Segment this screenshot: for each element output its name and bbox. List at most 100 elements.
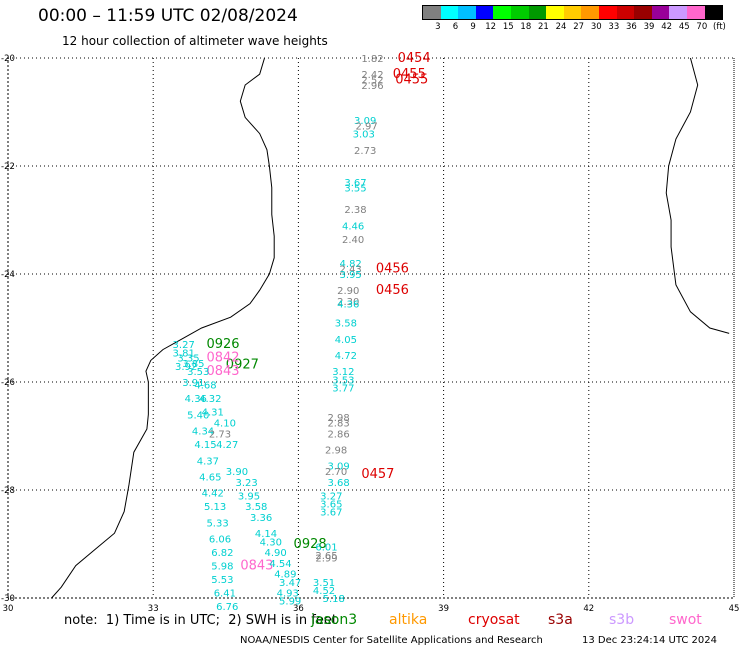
- swh-value: 2.43: [340, 265, 362, 276]
- swh-value: 4.54: [269, 559, 291, 570]
- swh-value: 4.65: [199, 473, 221, 484]
- swh-value: 5.40: [187, 410, 209, 421]
- color-scale-cell: [686, 6, 705, 19]
- y-tick-label: -26: [1, 378, 15, 388]
- swh-value: 4.52: [313, 586, 335, 597]
- pass-label: 0843: [206, 364, 239, 379]
- pass-label: 0927: [226, 358, 259, 373]
- pass-label: 0456: [376, 283, 409, 298]
- color-scale-label: 21: [538, 22, 549, 32]
- swh-value: 3.36: [250, 513, 272, 524]
- swh-value: 3.68: [327, 478, 349, 489]
- y-tick-label: -22: [1, 162, 15, 172]
- swh-value: 5.13: [204, 502, 226, 513]
- color-scale-label: 45: [678, 22, 690, 32]
- swh-value: 2.83: [327, 419, 349, 430]
- swh-value: 4.90: [265, 548, 287, 559]
- swh-value: 2.98: [327, 413, 349, 424]
- swh-value: 3.85: [182, 359, 204, 370]
- swh-value: 4.30: [260, 537, 282, 548]
- swh-value: 3.77: [332, 383, 354, 394]
- color-scale-label: 27: [573, 22, 585, 32]
- swh-value: 2.40: [342, 235, 364, 246]
- swh-value: 6.01: [315, 543, 337, 554]
- swh-value: 2.97: [356, 122, 378, 133]
- credit-text: NOAA/NESDIS Center for Satellite Applica…: [240, 635, 543, 646]
- swh-value: 3.91: [182, 378, 204, 389]
- swh-value: 4.42: [202, 489, 224, 500]
- swh-value: 4.68: [194, 381, 216, 392]
- swh-value: 6.82: [211, 548, 233, 559]
- page-title: 00:00 – 11:59 UTC 02/08/2024: [38, 6, 298, 26]
- color-scale-cell: [546, 6, 564, 19]
- map-grid: [7, 57, 735, 599]
- color-scale-label: 42: [661, 22, 673, 32]
- swh-value: 2.98: [325, 446, 347, 457]
- swh-value: 3.09: [354, 116, 376, 127]
- swh-value: 1.82: [361, 54, 383, 65]
- swh-value: 4.27: [216, 440, 238, 451]
- pass-label: 0454: [398, 51, 431, 66]
- color-scale-cell: [704, 6, 723, 19]
- swh-value: 5.53: [211, 575, 233, 586]
- swh-value: 3.35: [177, 354, 199, 365]
- pass-label: 0455: [393, 67, 426, 82]
- x-tick-label: 30: [3, 604, 14, 614]
- color-scale-cell: [669, 6, 687, 19]
- swh-value: 3.95: [238, 491, 260, 502]
- x-tick-label: 36: [293, 604, 304, 614]
- footer-note: note: 1) Time is in UTC; 2) SWH is in fe…: [64, 613, 337, 628]
- swh-value: 3.58: [335, 319, 357, 330]
- swh-value: 4.37: [197, 456, 219, 467]
- color-scale-label: 15: [502, 22, 514, 32]
- swh-value: 4.32: [199, 394, 221, 405]
- mozambique-coastline: [51, 57, 275, 599]
- swh-value: 3.03: [353, 130, 375, 141]
- swh-value: 2.30: [337, 297, 359, 308]
- swh-value: 6.06: [209, 535, 231, 546]
- color-scale-label: (ft): [713, 22, 726, 32]
- pass-label: 0456: [376, 262, 409, 277]
- swh-value: 3.95: [340, 270, 362, 281]
- madagascar-coastline: [665, 57, 730, 334]
- color-scale-cell: [528, 6, 547, 19]
- legend-item-altika: altika: [389, 612, 428, 628]
- color-scale-cell: [423, 6, 441, 19]
- y-tick-label: -20: [1, 54, 15, 64]
- legend-item-jason3: jason3: [311, 612, 358, 628]
- swh-value: 2.65: [315, 551, 337, 562]
- swh-value: 3.53: [187, 367, 209, 378]
- swh-value: 4.34: [192, 427, 214, 438]
- legend-item-swot: swot: [669, 612, 702, 628]
- swh-value: 2.90: [337, 286, 359, 297]
- legend-item-cryosat: cryosat: [468, 612, 520, 628]
- color-scale-label: 30: [590, 22, 602, 32]
- axis-ticks: 30 33 36 39 42 45 -20 -22 -24 -26 -28 -30: [1, 54, 739, 614]
- swh-value: 2.70: [325, 467, 347, 478]
- swh-value: 3.53: [332, 375, 354, 386]
- color-scale-label: 12: [485, 22, 497, 32]
- swh-value: 5.99: [279, 597, 301, 608]
- swh-value: 2.99: [315, 554, 337, 565]
- swh-value: 3.51: [313, 578, 335, 589]
- color-scale-label: 24: [555, 22, 567, 32]
- swh-value: 3.27: [173, 340, 195, 351]
- color-scale-cell: [616, 6, 635, 19]
- y-tick-label: -28: [1, 486, 15, 496]
- color-scale-label: 36: [626, 22, 637, 32]
- swh-value: 3.65: [320, 500, 342, 511]
- swh-value: 4.15: [194, 440, 216, 451]
- y-tick-label: -30: [1, 594, 15, 604]
- swh-value: 3.92: [175, 362, 197, 373]
- swh-value: 4.82: [340, 259, 362, 270]
- color-scale-cell: [563, 6, 582, 19]
- color-scale-label: 6: [452, 22, 459, 32]
- swh-labels: 0926092709280454045504550456045604570842…: [173, 51, 431, 613]
- color-scale-label: 3: [435, 22, 441, 32]
- color-scale-cell: [440, 6, 459, 19]
- swh-value: 3.67: [320, 508, 342, 519]
- color-scale-label: 39: [643, 22, 655, 32]
- color-scale-label: 70: [696, 22, 708, 32]
- timestamp-text: 13 Dec 23:24:14 UTC 2024: [582, 635, 717, 646]
